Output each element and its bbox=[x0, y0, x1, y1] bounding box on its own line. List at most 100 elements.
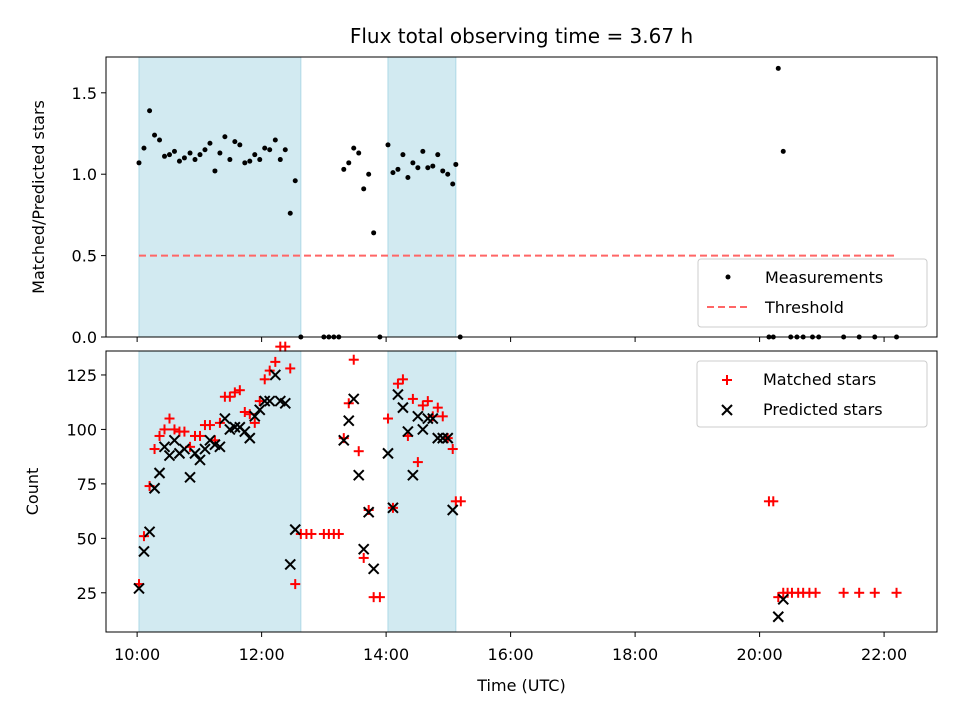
predicted-star-point bbox=[343, 414, 355, 427]
y-tick-label: 0.5 bbox=[72, 247, 97, 266]
predicted-star-point bbox=[432, 432, 444, 444]
predicted-star-point bbox=[357, 543, 370, 555]
cross-b bbox=[158, 441, 171, 453]
measurement-point bbox=[207, 140, 213, 146]
matched-star-point bbox=[249, 417, 260, 428]
cross-b bbox=[772, 611, 784, 623]
measurement-point bbox=[157, 137, 163, 143]
bottom-y-axis-label: Count bbox=[23, 468, 42, 516]
matched-star-point bbox=[234, 385, 245, 396]
legend-predicted-marker bbox=[721, 404, 733, 416]
top-y-axis-label: Matched/Predicted stars bbox=[29, 100, 48, 294]
predicted-star-point bbox=[412, 410, 424, 423]
predicted-star-point bbox=[199, 443, 211, 455]
matched-star-point bbox=[224, 391, 235, 402]
count-panel: 25 50 75 100 125 10:00 12:00 14:00 16:00 18:00 20… bbox=[23, 341, 938, 695]
matched-star-point bbox=[159, 424, 170, 435]
cross-b bbox=[214, 441, 226, 453]
predicted-star-point bbox=[163, 449, 176, 462]
cross-b bbox=[244, 432, 256, 444]
cross-b bbox=[447, 504, 459, 516]
predicted-star-point bbox=[417, 423, 429, 436]
matched-star-point bbox=[239, 406, 250, 417]
cross-b bbox=[721, 404, 733, 416]
y-tick-label: 125 bbox=[66, 366, 97, 385]
measurement-point bbox=[247, 158, 253, 164]
matched-star-point bbox=[810, 587, 821, 598]
predicted-star-point bbox=[407, 469, 419, 481]
measurement-point bbox=[222, 134, 228, 140]
predicted-star-point bbox=[259, 395, 271, 407]
cross-b bbox=[259, 395, 271, 407]
matched-star-point bbox=[229, 387, 240, 398]
x-tick-label: 20:00 bbox=[737, 645, 783, 664]
measurement-point bbox=[780, 148, 786, 154]
predicted-star-point bbox=[143, 526, 156, 538]
cross-b bbox=[338, 434, 350, 447]
predicted-star-point bbox=[184, 471, 196, 484]
matched-star-point bbox=[306, 528, 317, 539]
matched-star-point bbox=[179, 426, 190, 437]
predicted-star-point bbox=[397, 401, 409, 414]
predicted-star-point bbox=[362, 506, 375, 518]
cross-b bbox=[184, 471, 196, 484]
cross-b bbox=[289, 523, 301, 536]
matched-star-point bbox=[270, 356, 281, 367]
matched-star-point bbox=[891, 587, 902, 598]
matched-star-point bbox=[374, 592, 385, 603]
cross-b bbox=[412, 410, 424, 423]
measurement-point bbox=[287, 210, 293, 216]
cross-b bbox=[274, 395, 286, 407]
predicted-star-point bbox=[284, 558, 296, 571]
matched-star-point bbox=[869, 587, 880, 598]
predicted-star-point bbox=[353, 469, 365, 481]
predicted-star-point bbox=[229, 421, 241, 433]
predicted-star-point bbox=[178, 443, 191, 455]
measurement-point bbox=[346, 160, 352, 166]
matched-star-point bbox=[432, 402, 443, 413]
cross-b bbox=[229, 421, 241, 433]
measurement-point bbox=[176, 158, 182, 164]
cross-b bbox=[353, 469, 365, 481]
cross-b bbox=[402, 425, 414, 438]
measurement-point bbox=[341, 166, 347, 172]
measurement-point bbox=[410, 160, 416, 166]
predicted-star-point bbox=[289, 523, 301, 536]
matched-star-point bbox=[285, 363, 296, 374]
predicted-star-point bbox=[402, 425, 414, 438]
cross-b bbox=[382, 447, 394, 460]
predicted-star-point bbox=[138, 545, 150, 558]
predicted-star-point bbox=[194, 454, 206, 466]
measurement-point bbox=[366, 171, 372, 177]
x-tick-label: 16:00 bbox=[488, 645, 534, 664]
predicted-star-point bbox=[447, 504, 459, 516]
measurement-point bbox=[267, 147, 273, 153]
top-y-ticks: 0.0 0.5 1.0 1.5 bbox=[72, 84, 106, 347]
cross-b bbox=[437, 432, 449, 444]
measurement-point bbox=[242, 160, 248, 166]
predicted-star-point bbox=[239, 425, 251, 438]
predicted-star-point bbox=[189, 447, 201, 460]
observing-window-band bbox=[387, 56, 457, 338]
legend-threshold-label: Threshold bbox=[764, 298, 844, 317]
x-tick-label: 10:00 bbox=[114, 645, 160, 664]
matched-star-point bbox=[407, 393, 418, 404]
top-axes-frame bbox=[105, 56, 938, 338]
cross-b bbox=[153, 467, 166, 479]
measurement-point bbox=[430, 163, 436, 169]
predicted-star-point bbox=[133, 582, 145, 595]
predicted-star-point bbox=[382, 447, 394, 460]
matched-star-point bbox=[333, 528, 344, 539]
cross-b bbox=[168, 434, 181, 447]
cross-b bbox=[387, 502, 399, 514]
measurement-point bbox=[181, 155, 187, 161]
cross-b bbox=[777, 593, 789, 606]
legend-predicted-label: Predicted stars bbox=[763, 400, 883, 419]
bottom-legend-box bbox=[696, 360, 928, 428]
measurement-point bbox=[450, 181, 456, 187]
cross-b bbox=[422, 412, 434, 425]
predicted-star-point bbox=[392, 388, 404, 401]
matched-star-point bbox=[417, 400, 428, 411]
matched-star-point bbox=[382, 413, 393, 424]
